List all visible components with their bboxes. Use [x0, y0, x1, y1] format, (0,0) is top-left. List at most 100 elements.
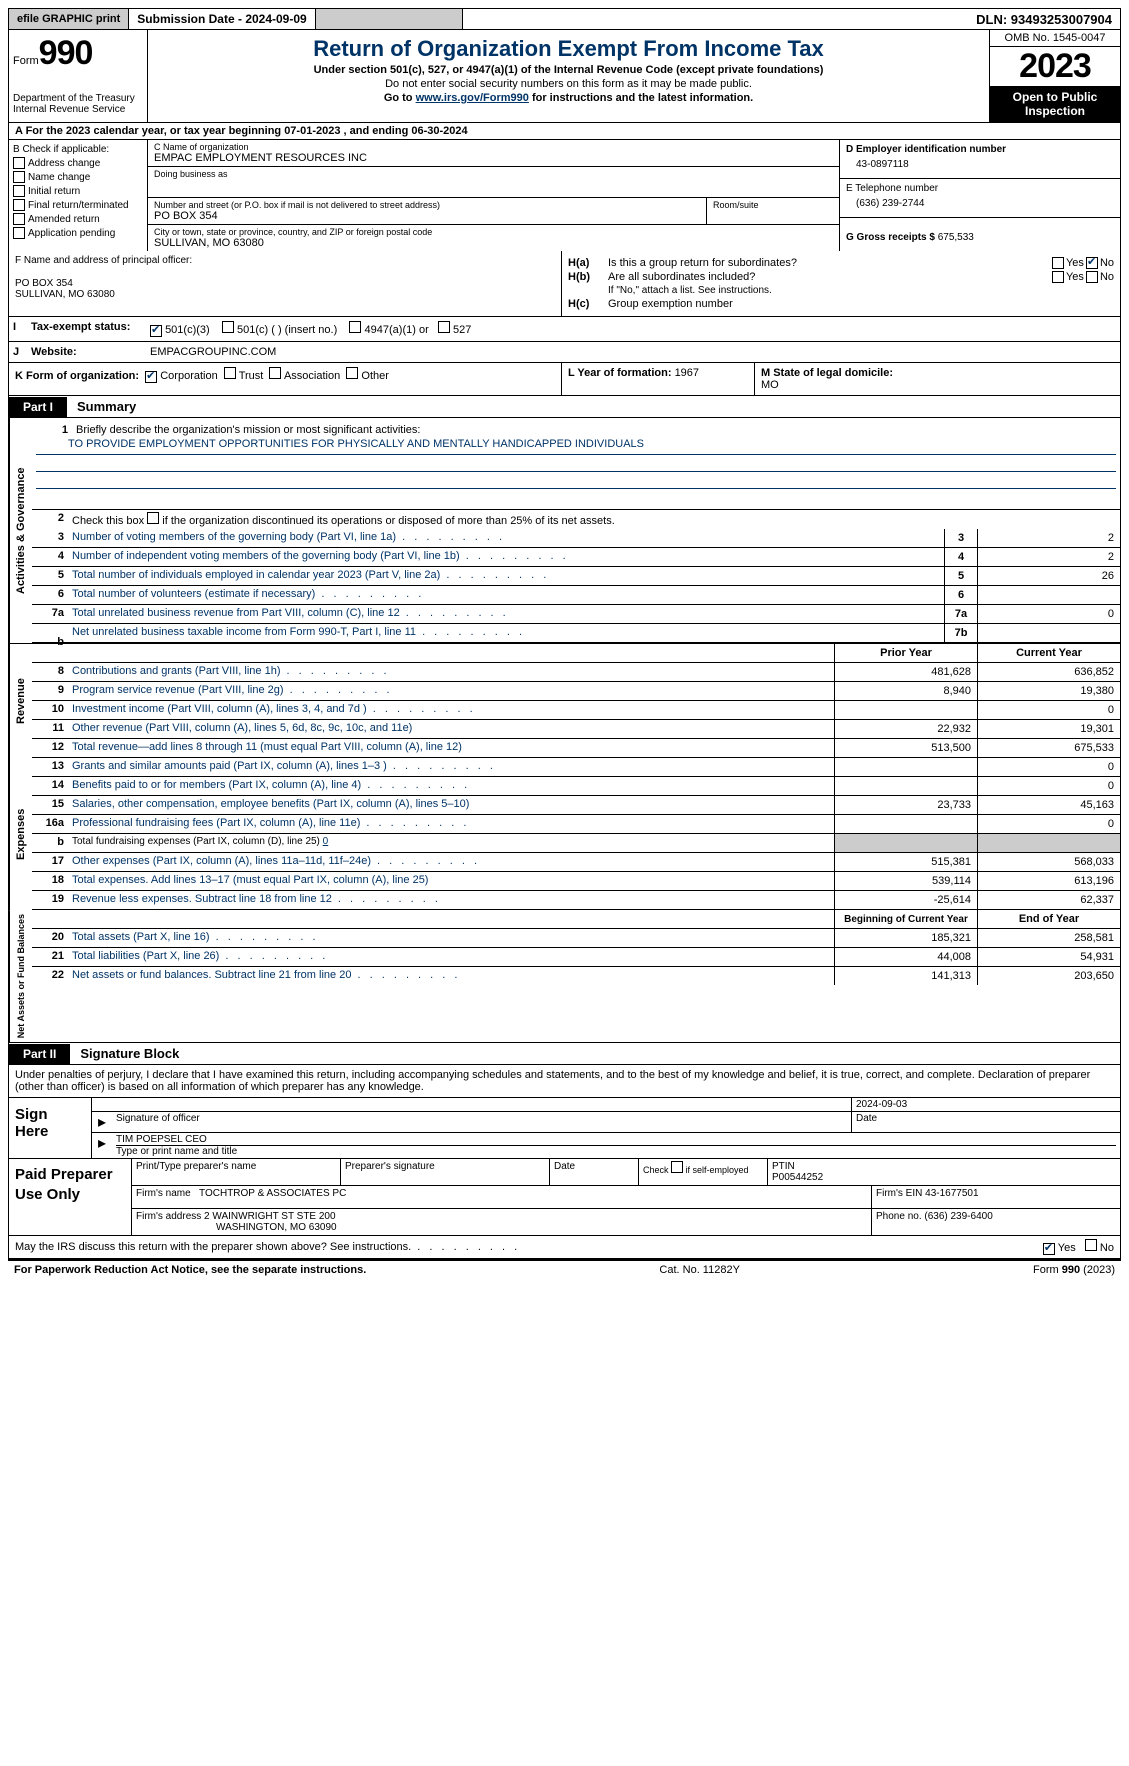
hb-no[interactable]: [1086, 271, 1098, 283]
chk-initial-return[interactable]: [13, 185, 25, 197]
chk-501c3[interactable]: [150, 325, 162, 337]
self-emp-hdr: Check if self-employed: [639, 1159, 768, 1185]
l20-curr: 258,581: [977, 929, 1120, 947]
l1-val: TO PROVIDE EMPLOYMENT OPPORTUNITIES FOR …: [36, 438, 1116, 455]
part-1-title: Summary: [67, 396, 146, 417]
street-val: PO BOX 354: [154, 210, 700, 222]
tel-row: E Telephone number (636) 239-2744: [840, 179, 1120, 218]
irs-link[interactable]: www.irs.gov/Form990: [416, 92, 529, 104]
section-revenue: Revenue b Prior Year Current Year 8Contr…: [8, 643, 1121, 758]
dba-label: Doing business as: [154, 169, 833, 179]
org-name-row: C Name of organization EMPAC EMPLOYMENT …: [148, 140, 839, 167]
prior-year-hdr: Prior Year: [834, 644, 977, 662]
l18-desc: Total expenses. Add lines 13–17 (must eq…: [68, 872, 834, 890]
l16b-prior-grey: [834, 834, 977, 852]
phone-val: (636) 239-6400: [924, 1211, 992, 1222]
lbl-527: 527: [453, 324, 471, 336]
page-footer: For Paperwork Reduction Act Notice, see …: [8, 1259, 1121, 1279]
ein-val: 43-0897118: [846, 155, 1114, 174]
row-k-form-org: K Form of organization: Corporation Trus…: [8, 363, 1121, 396]
chk-501c[interactable]: [222, 321, 234, 333]
ha-text: Is this a group return for subordinates?: [608, 257, 1052, 269]
l7b-desc: Net unrelated business taxable income fr…: [68, 624, 944, 642]
l13-prior: [834, 758, 977, 776]
org-name-label: C Name of organization: [154, 142, 833, 152]
section-expenses: Expenses 13Grants and similar amounts pa…: [8, 758, 1121, 910]
hb-yes[interactable]: [1052, 271, 1064, 283]
lbl-name-change: Name change: [28, 172, 90, 183]
chk-name-change[interactable]: [13, 171, 25, 183]
gross-row: G Gross receipts $ 675,533: [840, 218, 1120, 247]
lbl-assoc: Association: [284, 370, 340, 382]
discuss-no[interactable]: [1085, 1239, 1097, 1251]
officer-name-label: Type or print name and title: [116, 1145, 1116, 1157]
footer-form-year: (2023): [1080, 1264, 1115, 1276]
ha-yes[interactable]: [1052, 257, 1064, 269]
lbl-trust: Trust: [239, 370, 264, 382]
ha-no[interactable]: [1086, 257, 1098, 269]
l16b-text: Total fundraising expenses (Part IX, col…: [72, 836, 323, 847]
chk-discontinued[interactable]: [147, 512, 159, 524]
goto-suffix: for instructions and the latest informat…: [529, 92, 753, 104]
chk-address-change[interactable]: [13, 157, 25, 169]
l6-desc: Total number of volunteers (estimate if …: [68, 586, 944, 604]
l12-desc: Total revenue—add lines 8 through 11 (mu…: [68, 739, 834, 757]
dept-treasury: Department of the Treasury: [13, 93, 143, 104]
sign-arrow-icon: [92, 1098, 112, 1111]
lbl-final-return: Final return/terminated: [28, 200, 129, 211]
website-val: EMPACGROUPINC.COM: [146, 342, 1120, 362]
row-a-tax-year: A For the 2023 calendar year, or tax yea…: [8, 123, 1121, 140]
chk-pending[interactable]: [13, 227, 25, 239]
header-left: Form990 Department of the Treasury Inter…: [9, 30, 148, 122]
group-return: H(a) Is this a group return for subordin…: [562, 251, 1120, 316]
form-label: Form: [13, 55, 39, 67]
l5-val: 26: [977, 567, 1120, 585]
chk-corp[interactable]: [145, 371, 157, 383]
sign-arrow-2-icon: ▸: [92, 1133, 112, 1158]
street-label: Number and street (or P.O. box if mail i…: [154, 200, 700, 210]
l17-prior: 515,381: [834, 853, 977, 871]
tel-val: (636) 239-2744: [846, 194, 1114, 213]
l9-curr: 19,380: [977, 682, 1120, 700]
city-row: City or town, state or province, country…: [148, 225, 839, 251]
submission-date: Submission Date - 2024-09-09: [129, 10, 314, 28]
footer-right: Form 990 (2023): [1033, 1264, 1115, 1276]
discuss-yes[interactable]: [1043, 1243, 1055, 1255]
room-label: Room/suite: [713, 200, 833, 210]
lbl-initial-return: Initial return: [28, 186, 80, 197]
l11-desc: Other revenue (Part VIII, column (A), li…: [68, 720, 834, 738]
blank-button[interactable]: [315, 9, 463, 29]
footer-mid: Cat. No. 11282Y: [659, 1264, 740, 1276]
chk-other[interactable]: [346, 367, 358, 379]
ssn-note: Do not enter social security numbers on …: [152, 78, 985, 90]
officer-name: TIM POEPSEL CEO: [116, 1134, 1116, 1145]
header-mid: Return of Organization Exempt From Incom…: [148, 30, 990, 122]
footer-form-label: Form: [1033, 1264, 1062, 1276]
chk-4947[interactable]: [349, 321, 361, 333]
lbl-501c: 501(c) ( ) (insert no.): [237, 324, 337, 336]
chk-527[interactable]: [438, 321, 450, 333]
col-c-org: C Name of organization EMPAC EMPLOYMENT …: [148, 140, 840, 251]
sign-arrow-1-icon: ▸: [92, 1112, 112, 1132]
l12-curr: 675,533: [977, 739, 1120, 757]
omb-number: OMB No. 1545-0047: [990, 30, 1120, 47]
l15-desc: Salaries, other compensation, employee b…: [68, 796, 834, 814]
l19-curr: 62,337: [977, 891, 1120, 909]
k-left: K Form of organization: Corporation Trus…: [9, 363, 562, 395]
chk-amended[interactable]: [13, 213, 25, 225]
chk-final-return[interactable]: [13, 199, 25, 211]
firm-name-label: Firm's name: [136, 1188, 193, 1199]
goto-prefix: Go to: [384, 92, 416, 104]
chk-self-employed[interactable]: [671, 1161, 683, 1173]
i-label: I: [9, 317, 31, 341]
i-opts: 501(c)(3) 501(c) ( ) (insert no.) 4947(a…: [146, 317, 1120, 341]
return-subtitle: Under section 501(c), 527, or 4947(a)(1)…: [152, 64, 985, 76]
efile-print-button[interactable]: efile GRAPHIC print: [9, 9, 129, 29]
org-info-grid: B Check if applicable: Address change Na…: [8, 140, 1121, 251]
l16b-val: 0: [323, 836, 329, 847]
k-year: L Year of formation: 1967: [562, 363, 755, 395]
chk-assoc[interactable]: [269, 367, 281, 379]
chk-trust[interactable]: [224, 367, 236, 379]
officer-addr2: SULLIVAN, MO 63080: [15, 289, 555, 300]
prep-name-hdr: Print/Type preparer's name: [132, 1159, 341, 1185]
